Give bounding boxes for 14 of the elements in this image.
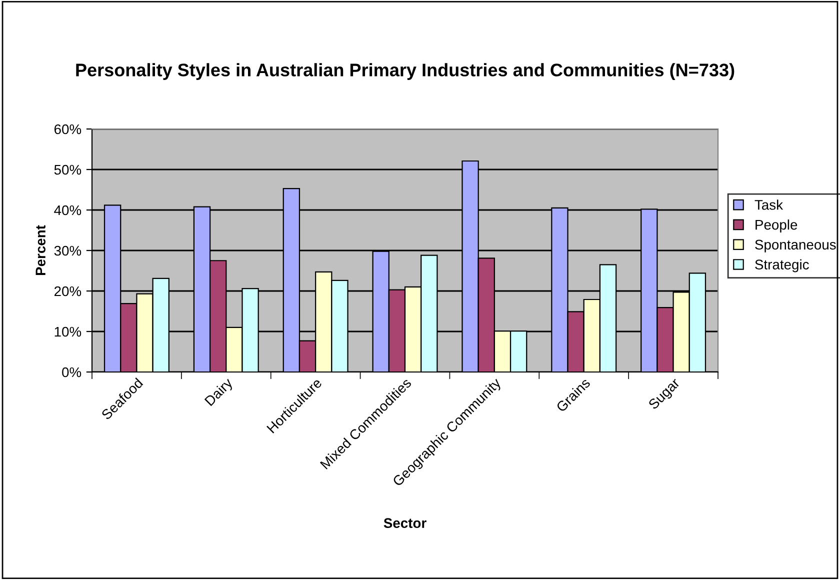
y-tick-label: 50%	[54, 164, 82, 175]
legend-label: People	[756, 220, 798, 232]
legend-label: Strategic	[755, 259, 809, 272]
y-tick-label: 10%	[54, 326, 82, 337]
y-axis-title: Percent	[36, 225, 46, 276]
legend-label: Task	[754, 200, 784, 210]
y-tick-label: 60%	[54, 124, 82, 134]
legend-label: Spontaneous	[755, 240, 836, 252]
y-tick-label: 0%	[62, 367, 82, 378]
y-tick-label: 40%	[54, 205, 82, 216]
y-tick-label: 30%	[54, 246, 82, 256]
y-tick-label: 20%	[54, 286, 82, 296]
x-axis-title: Sector	[384, 518, 426, 528]
chart-title: Personality Styles in Australian Primary Industries and Communities (N=733)	[76, 63, 734, 80]
